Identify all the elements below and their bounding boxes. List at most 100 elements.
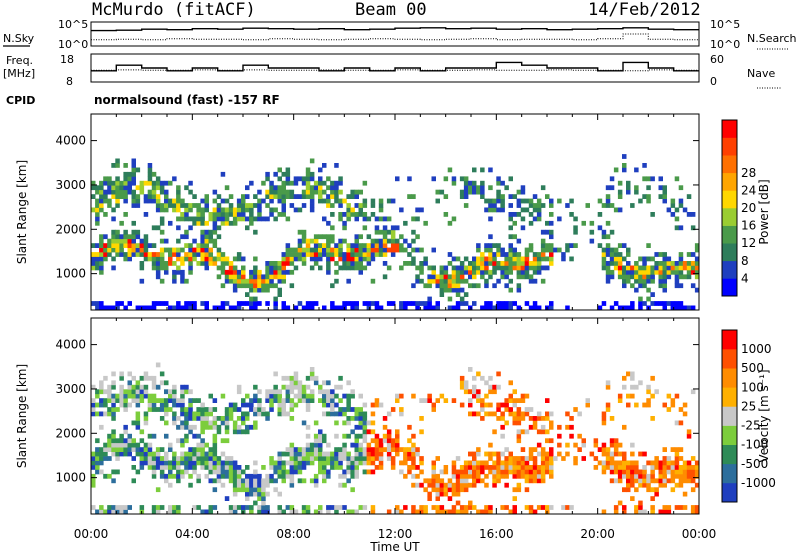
power-cell	[427, 265, 432, 271]
power-cell	[694, 274, 700, 280]
velocity-cell	[443, 482, 449, 488]
power-cell	[609, 256, 615, 262]
velocity-cell	[107, 456, 112, 461]
power-cell	[342, 256, 347, 262]
power-cell	[261, 216, 266, 222]
velocity-cell	[382, 424, 388, 430]
power-cell	[650, 256, 655, 262]
velocity-cell	[694, 469, 700, 475]
velocity-cell	[147, 451, 153, 457]
power-cell	[151, 261, 157, 266]
velocity-cell	[204, 460, 209, 466]
velocity-cell	[411, 393, 416, 399]
velocity-cell	[236, 389, 242, 395]
velocity-cell	[277, 491, 282, 497]
power-cell	[484, 261, 489, 266]
velocity-cell	[139, 447, 145, 452]
power-cell	[528, 220, 534, 226]
power-cell	[500, 301, 505, 306]
velocity-cell	[184, 456, 189, 461]
velocity-cell	[200, 420, 205, 426]
power-cell	[147, 167, 153, 173]
velocity-cell	[192, 424, 197, 430]
power-cell	[508, 194, 513, 199]
velocity-cell	[176, 398, 181, 403]
velocity-cell	[682, 411, 688, 417]
velocity-cell	[524, 429, 530, 435]
power-cell	[232, 278, 238, 284]
velocity-cell	[411, 433, 416, 439]
power-cell	[253, 265, 258, 271]
x-tick-label: 12:00	[378, 527, 413, 541]
power-cell	[305, 185, 311, 191]
velocity-cell	[496, 371, 501, 377]
power-cell	[455, 301, 461, 306]
velocity-cell	[666, 456, 672, 461]
velocity-cell	[484, 402, 489, 408]
power-cell	[103, 189, 108, 195]
velocity-cell	[468, 389, 473, 395]
power-cell	[508, 278, 513, 284]
velocity-cell	[269, 393, 274, 399]
velocity-cell	[540, 424, 546, 430]
velocity-cell	[435, 509, 440, 515]
power-cell	[451, 269, 457, 275]
velocity-cell	[605, 402, 611, 408]
power-cell	[488, 216, 493, 222]
power-cell	[224, 185, 230, 191]
velocity-cell	[666, 478, 672, 484]
power-cell	[480, 185, 485, 191]
velocity-cell	[172, 411, 177, 417]
velocity-cell	[281, 473, 286, 479]
velocity-cell	[658, 478, 663, 484]
power-cell	[374, 247, 380, 253]
velocity-cell	[180, 389, 185, 395]
velocity-cell	[245, 465, 250, 470]
velocity-cell	[358, 460, 363, 466]
power-cell	[212, 216, 218, 222]
power-cell	[662, 185, 667, 191]
power-cell	[318, 256, 323, 262]
velocity-cell	[168, 393, 173, 399]
velocity-cell	[208, 393, 213, 399]
velocity-cell	[281, 375, 286, 381]
velocity-cell	[613, 451, 619, 457]
velocity-cell	[253, 482, 258, 488]
velocity-cell	[378, 456, 384, 461]
velocity-cell	[249, 491, 254, 497]
power-cell	[95, 256, 100, 262]
power-cell	[532, 261, 538, 266]
velocity-cell	[374, 465, 380, 470]
power-cell	[305, 238, 311, 244]
power-cell	[91, 194, 96, 199]
power-cell	[674, 265, 680, 271]
power-cell	[188, 256, 193, 262]
velocity-cell	[500, 460, 505, 466]
power-cell	[236, 305, 242, 311]
velocity-cell	[423, 478, 428, 484]
velocity-cell	[573, 456, 578, 461]
power-cell	[411, 194, 416, 199]
velocity-cell	[427, 496, 432, 501]
velocity-cell	[455, 469, 461, 475]
velocity-cell	[224, 420, 230, 426]
velocity-cell	[322, 433, 327, 439]
velocity-cell	[443, 469, 449, 475]
velocity-cell	[354, 447, 359, 452]
power-cell	[224, 220, 230, 226]
velocity-cell	[630, 469, 635, 475]
velocity-cell	[139, 375, 145, 381]
velocity-cell	[638, 500, 643, 506]
power-cell	[151, 243, 157, 248]
velocity-cell	[532, 456, 538, 461]
velocity-cell	[508, 380, 513, 386]
velocity-cell	[135, 384, 141, 390]
power-cell	[95, 198, 100, 204]
power-cell	[131, 229, 136, 235]
power-cell	[516, 269, 522, 275]
power-cell	[115, 305, 120, 311]
velocity-cell	[241, 478, 246, 484]
velocity-cell	[232, 505, 238, 510]
velocity-cell	[694, 473, 700, 479]
power-cell	[524, 269, 530, 275]
